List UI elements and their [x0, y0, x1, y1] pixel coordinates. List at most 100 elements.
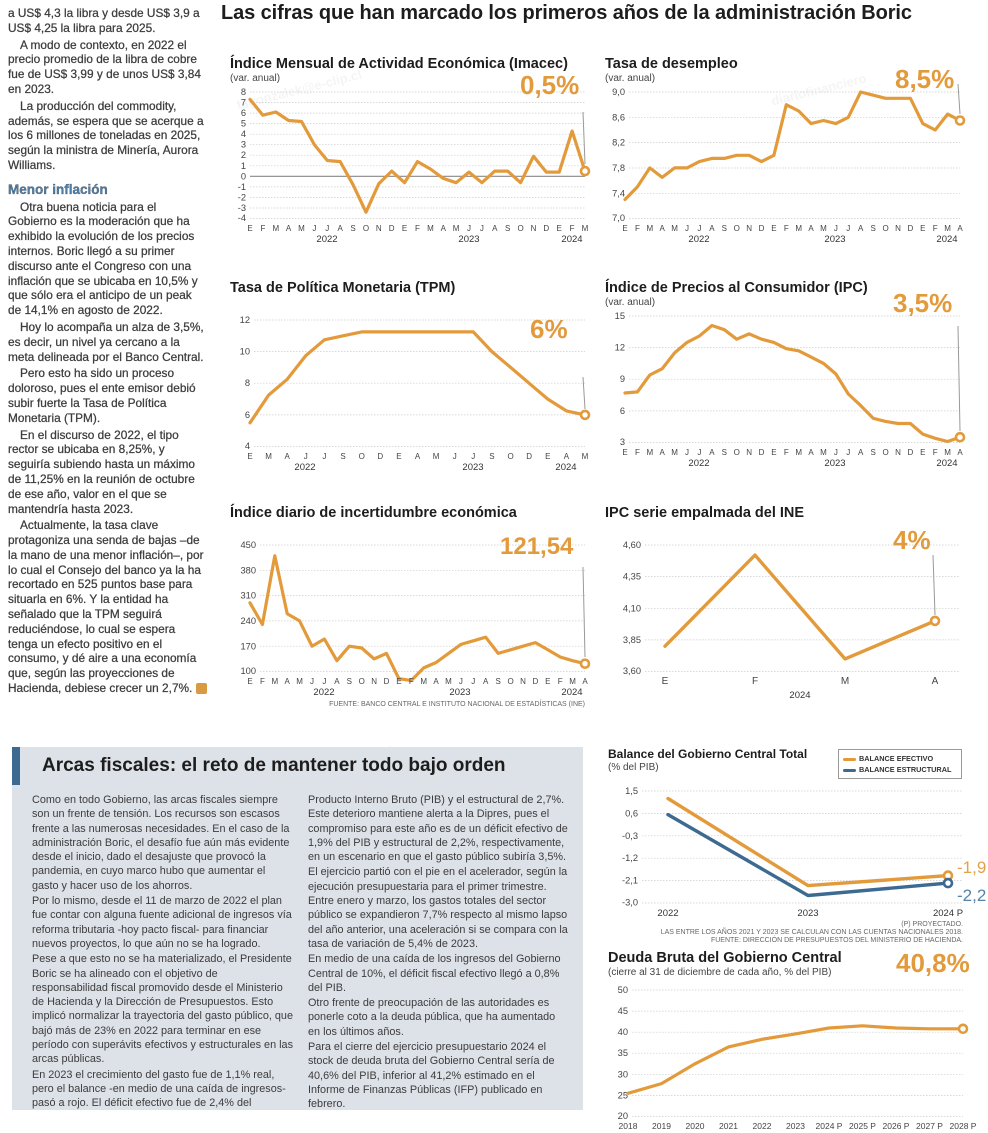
svg-text:3,85: 3,85: [623, 635, 641, 645]
svg-text:J: J: [685, 448, 689, 457]
svg-text:M: M: [265, 452, 272, 461]
svg-text:2022: 2022: [688, 458, 709, 469]
svg-text:7,8: 7,8: [612, 163, 625, 173]
svg-text:A: A: [564, 452, 570, 461]
svg-text:380: 380: [240, 565, 256, 575]
svg-text:A: A: [582, 677, 588, 686]
svg-text:A: A: [285, 677, 291, 686]
svg-text:S: S: [871, 224, 876, 233]
svg-text:9,0: 9,0: [612, 87, 625, 97]
svg-text:310: 310: [240, 591, 256, 601]
svg-text:D: D: [759, 448, 765, 457]
svg-text:F: F: [933, 448, 938, 457]
svg-text:5: 5: [241, 119, 246, 129]
svg-text:20: 20: [618, 1111, 628, 1121]
svg-text:40: 40: [618, 1027, 628, 1037]
svg-text:-2,1: -2,1: [622, 876, 638, 886]
svg-text:A: A: [709, 224, 715, 233]
svg-text:7,4: 7,4: [612, 188, 625, 198]
svg-text:J: J: [697, 448, 701, 457]
svg-text:-3,0: -3,0: [622, 898, 638, 908]
svg-text:FUENTE: DIRECCIÓN DE PRESUPUES: FUENTE: DIRECCIÓN DE PRESUPUESTOS DEL MI…: [711, 935, 963, 944]
svg-text:8: 8: [241, 87, 246, 97]
svg-text:2022: 2022: [294, 462, 315, 473]
svg-text:-2,2: -2,2: [957, 886, 986, 905]
svg-text:2027 P: 2027 P: [916, 1121, 943, 1131]
svg-text:E: E: [920, 448, 925, 457]
svg-text:N: N: [746, 448, 752, 457]
svg-text:S: S: [722, 448, 727, 457]
svg-text:35: 35: [618, 1048, 628, 1058]
svg-text:-0,3: -0,3: [622, 831, 638, 841]
svg-text:S: S: [496, 677, 501, 686]
svg-text:O: O: [363, 224, 369, 233]
svg-text:J: J: [467, 224, 471, 233]
svg-text:F: F: [752, 676, 758, 687]
svg-text:E: E: [557, 224, 562, 233]
svg-text:J: J: [834, 224, 838, 233]
svg-text:12: 12: [240, 315, 250, 325]
svg-text:O: O: [359, 452, 365, 461]
svg-text:F: F: [635, 448, 640, 457]
svg-text:2024: 2024: [555, 462, 576, 473]
svg-text:4,60: 4,60: [623, 540, 641, 550]
svg-text:M: M: [427, 224, 434, 233]
svg-text:-4: -4: [238, 213, 246, 223]
svg-text:-1,2: -1,2: [622, 853, 638, 863]
svg-text:8,2: 8,2: [612, 138, 625, 148]
svg-text:O: O: [359, 677, 365, 686]
svg-text:D: D: [543, 224, 549, 233]
svg-text:M: M: [453, 224, 460, 233]
svg-text:J: J: [834, 448, 838, 457]
svg-text:A: A: [808, 224, 814, 233]
svg-text:(P) PROYECTADO.: (P) PROYECTADO.: [901, 921, 963, 928]
svg-text:170: 170: [240, 641, 256, 651]
svg-text:2024: 2024: [561, 687, 582, 698]
svg-text:A: A: [285, 452, 291, 461]
svg-text:A: A: [433, 677, 439, 686]
svg-text:F: F: [784, 448, 789, 457]
svg-text:M: M: [272, 224, 279, 233]
svg-text:2022: 2022: [316, 234, 337, 245]
svg-text:4: 4: [241, 129, 246, 139]
svg-text:M: M: [820, 448, 827, 457]
svg-text:2022: 2022: [688, 234, 709, 245]
svg-text:M: M: [795, 448, 802, 457]
svg-text:J: J: [685, 224, 689, 233]
svg-text:E: E: [771, 448, 776, 457]
svg-text:A: A: [483, 677, 489, 686]
svg-text:N: N: [531, 224, 537, 233]
svg-text:E: E: [662, 676, 669, 687]
svg-text:3: 3: [620, 437, 625, 447]
svg-text:240: 240: [240, 616, 256, 626]
svg-text:S: S: [340, 452, 345, 461]
svg-text:A: A: [858, 224, 864, 233]
svg-text:J: J: [480, 224, 484, 233]
svg-text:F: F: [933, 224, 938, 233]
svg-text:M: M: [433, 452, 440, 461]
svg-text:A: A: [334, 677, 340, 686]
svg-text:O: O: [734, 448, 740, 457]
svg-text:D: D: [908, 448, 914, 457]
svg-text:2024 P: 2024 P: [933, 908, 963, 919]
svg-text:2026 P: 2026 P: [883, 1121, 910, 1131]
svg-text:A: A: [957, 224, 963, 233]
svg-text:A: A: [660, 448, 666, 457]
svg-text:O: O: [882, 448, 888, 457]
svg-text:4,35: 4,35: [623, 572, 641, 582]
svg-text:2024: 2024: [936, 458, 957, 469]
svg-text:F: F: [409, 677, 414, 686]
svg-text:6: 6: [241, 108, 246, 118]
svg-text:A: A: [858, 448, 864, 457]
svg-text:2019: 2019: [652, 1121, 671, 1131]
svg-text:E: E: [396, 677, 401, 686]
svg-text:45: 45: [618, 1006, 628, 1016]
svg-text:2021: 2021: [719, 1121, 738, 1131]
svg-text:2024: 2024: [936, 234, 957, 245]
svg-text:FUENTE: BANCO CENTRAL E INSTIT: FUENTE: BANCO CENTRAL E INSTITUTO NACION…: [329, 699, 585, 708]
svg-text:D: D: [908, 224, 914, 233]
svg-text:2024: 2024: [789, 690, 810, 701]
svg-text:8: 8: [245, 378, 250, 388]
svg-text:O: O: [882, 224, 888, 233]
svg-text:D: D: [389, 224, 395, 233]
